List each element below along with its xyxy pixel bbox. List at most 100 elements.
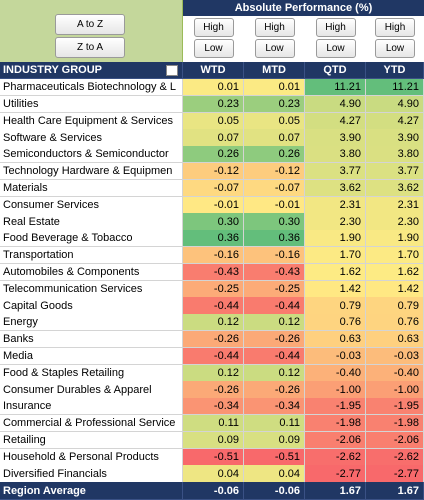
value-cell: -0.26 <box>244 381 305 399</box>
filter-button[interactable]: Low <box>193 39 234 58</box>
column-header: WTD <box>183 62 244 79</box>
value-cell: -0.07 <box>244 179 305 198</box>
value-cell: 0.23 <box>183 95 244 114</box>
section-title: Absolute Performance (%) <box>183 0 424 16</box>
value-cell: 0.11 <box>244 415 305 433</box>
value-cell: -1.98 <box>366 415 424 433</box>
value-cell: 4.27 <box>366 112 424 130</box>
name-cell: Food & Staples Retailing <box>0 364 183 382</box>
value-cell: 3.62 <box>366 179 424 198</box>
name-cell: Technology Hardware & Equipmen <box>0 163 183 181</box>
sort-button[interactable]: Z to A <box>55 37 125 58</box>
name-cell: Materials <box>0 179 183 198</box>
column-header: MTD <box>244 62 305 79</box>
value-cell: 3.90 <box>366 129 424 147</box>
footer-cell: 1.67 <box>305 482 366 500</box>
value-cell: -1.98 <box>305 415 366 433</box>
value-cell: 0.11 <box>183 415 244 433</box>
value-cell: 11.21 <box>366 79 424 97</box>
value-cell: 3.62 <box>305 179 366 198</box>
footer-cell: -0.06 <box>244 482 305 500</box>
value-cell: 0.26 <box>244 146 305 164</box>
name-cell: Automobiles & Components <box>0 263 183 282</box>
value-cell: 1.70 <box>366 247 424 265</box>
name-cell: Media <box>0 347 183 366</box>
name-cell: Banks <box>0 331 183 349</box>
value-cell: 3.80 <box>366 146 424 164</box>
value-cell: 0.09 <box>183 431 244 450</box>
value-cell: -2.77 <box>305 465 366 483</box>
value-cell: 0.04 <box>183 465 244 483</box>
filter-icon[interactable] <box>166 65 178 76</box>
value-cell: 0.79 <box>305 297 366 315</box>
value-cell: 0.23 <box>244 95 305 114</box>
value-cell: -0.44 <box>183 347 244 366</box>
name-cell: Health Care Equipment & Services <box>0 112 183 130</box>
name-cell: Household & Personal Products <box>0 448 183 466</box>
name-cell: Utilities <box>0 95 183 114</box>
value-cell: -0.01 <box>183 196 244 214</box>
value-cell: 1.62 <box>305 263 366 282</box>
sort-button[interactable]: A to Z <box>55 14 125 35</box>
value-cell: 1.90 <box>305 230 366 248</box>
name-cell: Energy <box>0 314 183 332</box>
filter-button[interactable]: Low <box>315 39 356 58</box>
value-cell: 0.26 <box>183 146 244 164</box>
value-cell: 0.05 <box>244 112 305 130</box>
name-cell: Transportation <box>0 247 183 265</box>
value-cell: -0.26 <box>183 381 244 399</box>
value-cell: -0.51 <box>244 448 305 466</box>
value-cell: -1.95 <box>305 398 366 416</box>
value-cell: -0.34 <box>244 398 305 416</box>
name-cell: Real Estate <box>0 213 183 231</box>
name-cell: Food Beverage & Tobacco <box>0 230 183 248</box>
value-cell: -0.25 <box>244 280 305 298</box>
value-cell: -2.77 <box>366 465 424 483</box>
value-cell: -2.06 <box>305 431 366 450</box>
footer-cell: -0.06 <box>183 482 244 500</box>
value-cell: 11.21 <box>305 79 366 97</box>
value-cell: 0.07 <box>244 129 305 147</box>
value-cell: 0.01 <box>183 79 244 97</box>
value-cell: 1.90 <box>366 230 424 248</box>
filter-button[interactable]: Low <box>375 39 415 58</box>
value-cell: 0.12 <box>183 314 244 332</box>
filter-button[interactable]: High <box>375 18 415 37</box>
name-cell: Insurance <box>0 398 183 416</box>
value-cell: -0.12 <box>244 163 305 181</box>
value-cell: 0.07 <box>183 129 244 147</box>
value-cell: 0.12 <box>244 314 305 332</box>
value-cell: 4.27 <box>305 112 366 130</box>
filter-button[interactable]: High <box>254 18 295 37</box>
value-cell: -0.26 <box>183 331 244 349</box>
value-cell: 0.63 <box>366 331 424 349</box>
value-cell: -0.43 <box>244 263 305 282</box>
value-cell: -1.00 <box>366 381 424 399</box>
column-header: QTD <box>305 62 366 79</box>
name-cell: Telecommunication Services <box>0 280 183 298</box>
value-cell: 0.76 <box>305 314 366 332</box>
value-cell: 0.12 <box>244 364 305 382</box>
value-cell: 0.76 <box>366 314 424 332</box>
value-cell: 2.31 <box>366 196 424 214</box>
value-cell: 0.09 <box>244 431 305 450</box>
value-cell: -0.40 <box>366 364 424 382</box>
name-cell: Diversified Financials <box>0 465 183 483</box>
name-cell: Software & Services <box>0 129 183 147</box>
value-cell: -0.25 <box>183 280 244 298</box>
value-cell: 2.30 <box>366 213 424 231</box>
value-cell: -1.00 <box>305 381 366 399</box>
name-cell: Retailing <box>0 431 183 450</box>
value-cell: 0.12 <box>183 364 244 382</box>
value-cell: -0.51 <box>183 448 244 466</box>
value-cell: -1.95 <box>366 398 424 416</box>
footer-cell: 1.67 <box>366 482 424 500</box>
value-cell: 0.36 <box>244 230 305 248</box>
value-cell: -0.16 <box>244 247 305 265</box>
value-cell: 1.42 <box>305 280 366 298</box>
filter-button[interactable]: Low <box>254 39 295 58</box>
filter-button[interactable]: High <box>193 18 234 37</box>
filter-button[interactable]: High <box>315 18 356 37</box>
value-cell: -0.07 <box>183 179 244 198</box>
